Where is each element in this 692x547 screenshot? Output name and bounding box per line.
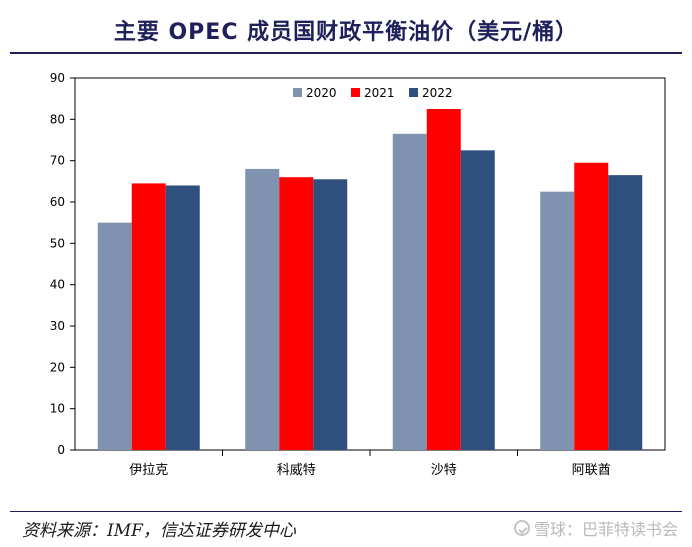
y-tick-label: 80 — [50, 112, 65, 126]
y-tick-label: 90 — [50, 71, 65, 85]
x-tick-label: 伊拉克 — [129, 463, 168, 478]
bar-2021-伊拉克 — [131, 183, 166, 450]
bar-2022-伊拉克 — [165, 185, 200, 450]
y-tick-label: 40 — [50, 278, 65, 292]
y-tick-label: 30 — [50, 319, 65, 333]
x-tick-label: 科威特 — [277, 463, 316, 478]
bar-2022-沙特 — [460, 150, 495, 451]
y-tick-label: 70 — [50, 154, 65, 168]
bar-2021-阿联酋 — [574, 162, 609, 450]
source-note: 资料来源：IMF，信达证券研发中心 — [22, 521, 296, 541]
legend-swatch-2022 — [409, 88, 418, 97]
watermark-text: 雪球：巴菲特读书会 — [533, 520, 678, 539]
bar-2022-科威特 — [313, 179, 348, 450]
chart-legend: 2020 2021 2022 — [293, 86, 453, 100]
legend-label-2021: 2021 — [364, 86, 395, 100]
bar-2022-阿联酋 — [608, 175, 643, 450]
chart-bars — [97, 109, 643, 451]
chart-axes: 0 10 20 30 40 50 60 70 80 90 伊拉克 科威特 沙特 阿联酋 — [50, 71, 666, 478]
bar-2020-伊拉克 — [97, 222, 132, 450]
watermark: 雪球：巴菲特读书会 — [513, 516, 678, 540]
y-tick-label: 50 — [50, 236, 65, 250]
snowball-logo-icon — [513, 520, 530, 536]
chart-title: 主要 OPEC 成员国财政平衡油价（美元/桶） — [113, 20, 579, 45]
legend-swatch-2020 — [293, 88, 302, 97]
legend-swatch-2021 — [351, 88, 360, 97]
x-tick-label: 沙特 — [431, 463, 457, 478]
x-tick-label: 阿联酋 — [572, 462, 611, 478]
bar-2020-沙特 — [392, 133, 427, 451]
legend-label-2020: 2020 — [306, 86, 337, 100]
bar-2021-科威特 — [279, 177, 314, 450]
footer-divider — [10, 511, 682, 512]
legend-label-2022: 2022 — [422, 86, 453, 100]
y-tick-label: 10 — [50, 402, 65, 416]
y-tick-label: 20 — [50, 360, 65, 374]
title-divider — [10, 52, 682, 54]
y-tick-label: 60 — [50, 195, 65, 209]
bar-2021-沙特 — [426, 109, 461, 450]
bar-2020-阿联酋 — [540, 191, 575, 450]
bar-2020-科威特 — [245, 168, 280, 450]
y-tick-label: 0 — [57, 443, 65, 457]
